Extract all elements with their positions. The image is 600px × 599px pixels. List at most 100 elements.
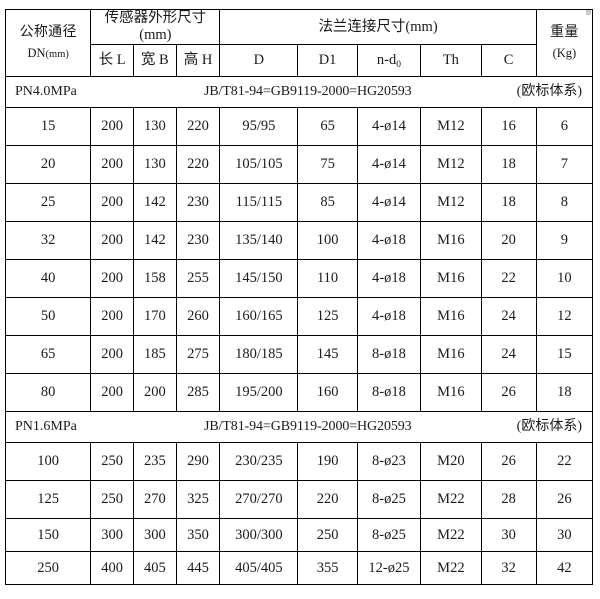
header-height-h: 高 H [175, 44, 221, 78]
cell-width-b: 300 [132, 518, 177, 553]
cell-thread-th: M12 [420, 107, 482, 147]
cell-dn: 65 [4, 335, 92, 375]
cell-width-b: 405 [132, 551, 177, 586]
cell-length-l: 200 [90, 221, 134, 261]
header-width-b: 宽 B [132, 44, 177, 78]
table-row: 150 300 300 350 300/300 250 8-ø25 M22 30 30 [4, 518, 594, 553]
header-group-flange-dimensions: 法兰连接尺寸(mm) [219, 8, 537, 46]
cell-thread-th: M16 [420, 259, 482, 299]
header-weight: 重量 (Kg) [535, 8, 594, 78]
cell-width-b: 158 [132, 259, 177, 299]
cell-d1: 75 [297, 145, 358, 185]
cell-length-l: 200 [90, 183, 134, 223]
cell-weight: 9 [535, 221, 594, 261]
scan-artifact [586, 10, 591, 15]
cell-bolt-holes: 8-ø18 [356, 335, 422, 375]
cell-d1: 125 [297, 297, 358, 337]
cell-height-h: 445 [175, 551, 221, 586]
cell-length-l: 300 [90, 518, 134, 553]
cell-dn: 125 [4, 480, 92, 520]
pressure-series-cell: PN4.0MPa JB/T81-94=GB9119-2000=HG20593 (欧标… [5, 76, 593, 109]
cell-width-b: 185 [132, 335, 177, 375]
cell-d1: 65 [297, 107, 358, 147]
cell-weight: 7 [535, 145, 594, 185]
cell-dn: 15 [4, 107, 92, 147]
cell-dn: 50 [4, 297, 92, 337]
cell-d1: 145 [297, 335, 358, 375]
cell-height-h: 260 [175, 297, 221, 337]
table-row: 250 400 405 445 405/405 355 12-ø25 M22 32 42 [4, 551, 594, 586]
cell-d1: 160 [297, 373, 358, 413]
cell-c: 30 [480, 518, 537, 553]
cell-width-b: 235 [132, 442, 177, 482]
cell-c: 26 [480, 442, 537, 482]
cell-bolt-holes: 12-ø25 [356, 551, 422, 586]
cell-weight: 6 [535, 107, 594, 147]
cell-weight: 8 [535, 183, 594, 223]
cell-width-b: 130 [132, 107, 177, 147]
pressure-series-row: PN4.0MPa JB/T81-94=GB9119-2000=HG20593 (欧标… [5, 76, 593, 109]
cell-weight: 42 [535, 551, 594, 586]
header-nominal-diameter-cn: 公称通径 [19, 24, 77, 40]
header-group-sensor-dimensions: 传感器外形尺寸(mm) [90, 8, 221, 46]
cell-d: 195/200 [219, 373, 299, 413]
cell-d: 300/300 [219, 518, 299, 553]
cell-weight: 15 [535, 335, 594, 375]
cell-width-b: 200 [132, 373, 177, 413]
cell-thread-th: M20 [420, 442, 482, 482]
cell-width-b: 142 [132, 221, 177, 261]
cell-weight: 12 [535, 297, 594, 337]
cell-bolt-holes: 4-ø18 [356, 221, 422, 261]
cell-thread-th: M22 [420, 551, 482, 586]
cell-length-l: 200 [90, 335, 134, 375]
standard-system-note: (欧标体系) [516, 83, 582, 99]
cell-height-h: 255 [175, 259, 221, 299]
cell-length-l: 250 [90, 480, 134, 520]
standard-code-label: JB/T81-94=GB9119-2000=HG20593 [203, 83, 412, 99]
cell-dn: 250 [4, 551, 92, 586]
table-row: 80 200 200 285 195/200 160 8-ø18 M16 26 18 [4, 373, 594, 413]
pressure-rating-label: PN4.0MPa [15, 83, 77, 99]
cell-d: 135/140 [219, 221, 299, 261]
cell-d: 115/115 [219, 183, 299, 223]
cell-dn: 80 [4, 373, 92, 413]
cell-c: 22 [480, 259, 537, 299]
cell-length-l: 400 [90, 551, 134, 586]
header-weight-cn: 重量 [550, 24, 579, 40]
cell-bolt-holes: 4-ø14 [356, 107, 422, 147]
cell-width-b: 142 [132, 183, 177, 223]
cell-dn: 25 [4, 183, 92, 223]
header-length-l: 长 L [90, 44, 134, 78]
cell-c: 26 [480, 373, 537, 413]
cell-thread-th: M12 [420, 145, 482, 185]
cell-c: 18 [480, 183, 537, 223]
header-nominal-diameter-en: DN(mm) [27, 46, 69, 61]
cell-d1: 220 [297, 480, 358, 520]
table-row: 20 200 130 220 105/105 75 4-ø14 M12 18 7 [4, 145, 594, 185]
cell-bolt-holes: 8-ø25 [356, 480, 422, 520]
header-thread-th: Th [420, 44, 482, 78]
cell-height-h: 230 [175, 221, 221, 261]
pressure-rating-label: PN1.6MPa [15, 418, 77, 434]
table-row: 25 200 142 230 115/115 85 4-ø14 M12 18 8 [4, 183, 594, 223]
cell-height-h: 285 [175, 373, 221, 413]
cell-bolt-holes: 8-ø25 [356, 518, 422, 553]
cell-width-b: 170 [132, 297, 177, 337]
header-c: C [480, 44, 537, 78]
cell-width-b: 130 [132, 145, 177, 185]
table-row: 40 200 158 255 145/150 110 4-ø18 M16 22 10 [4, 259, 594, 299]
cell-thread-th: M12 [420, 183, 482, 223]
cell-c: 28 [480, 480, 537, 520]
cell-weight: 10 [535, 259, 594, 299]
cell-width-b: 270 [132, 480, 177, 520]
cell-height-h: 230 [175, 183, 221, 223]
cell-d: 230/235 [219, 442, 299, 482]
cell-height-h: 325 [175, 480, 221, 520]
header-d1: D1 [297, 44, 358, 78]
cell-dn: 100 [4, 442, 92, 482]
table-row: 15 200 130 220 95/95 65 4-ø14 M12 16 6 [4, 107, 594, 147]
cell-c: 32 [480, 551, 537, 586]
standard-system-note: (欧标体系) [516, 418, 582, 434]
flange-dimension-table: 公称通径 DN(mm) 传感器外形尺寸(mm) 法兰连接尺寸(mm) 重量 (K… [4, 8, 594, 586]
cell-height-h: 220 [175, 107, 221, 147]
